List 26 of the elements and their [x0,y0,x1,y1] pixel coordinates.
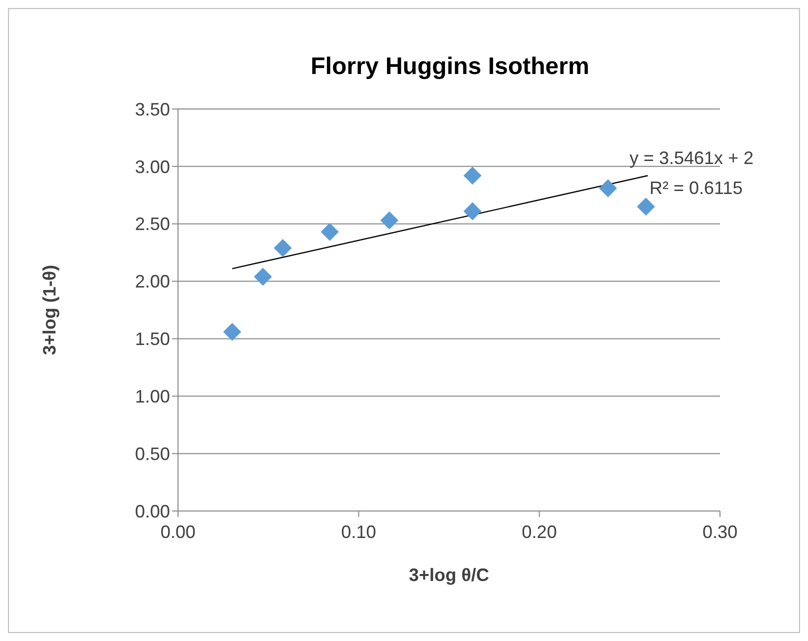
x-tick-label: 0.20 [522,522,557,542]
y-tick-label: 2.50 [134,214,170,234]
point [598,179,617,198]
point [223,322,242,341]
y-tick-label: 0.50 [134,444,170,464]
point [320,222,339,241]
point [463,202,482,220]
y-tick-label: 3.00 [134,156,170,177]
annotation: R² = 0.6115 [649,178,743,199]
y-tick-label: 3.50 [134,99,170,120]
y-tick-label: 2.00 [134,272,170,292]
chart-title: Florry Huggins Isotherm [310,53,590,81]
point [254,268,272,286]
x-tick-label: 0.10 [341,522,376,542]
x-axis-title: 3+log θ/C [408,565,490,585]
y-tick-label: 1.00 [134,386,170,407]
y-tick-label: 0.00 [134,501,170,522]
point [636,198,655,216]
y-tick-label: 1.50 [134,329,170,350]
point [463,166,482,185]
x-tick-label: 0.00 [160,522,196,542]
x-tick-label: 0.30 [702,522,738,542]
point [380,211,398,230]
y-axis-title: 3+log (1-θ) [39,264,60,356]
point [274,238,292,257]
annotation: y = 3.5461x + 2 [629,148,754,169]
